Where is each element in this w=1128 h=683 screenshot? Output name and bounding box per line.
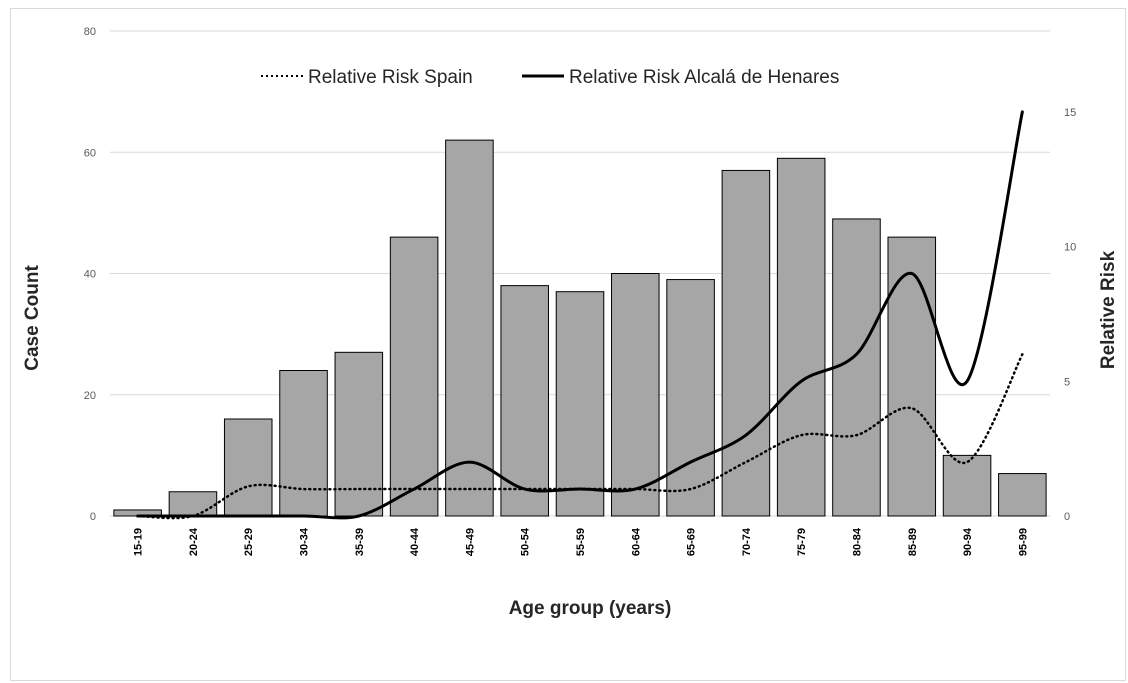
bar-85-89 [887,236,937,517]
y-tick-label: 80 [84,26,96,38]
tick-labels: 0 20 40 60 80 0 5 10 15 15-19 20-24 25-29 30-34 35-39… [84,26,1077,556]
bar-30-34 [279,370,328,517]
x-tick-label: 45-49 [464,528,476,556]
x-tick-label: 70-74 [741,527,753,556]
bar-80-84 [832,218,881,517]
bar-95-99 [998,473,1047,517]
y-tick-label: 60 [84,147,96,159]
x-tick-label: 90-94 [962,527,974,556]
bar-25-29 [223,418,273,517]
legend: Relative Risk Spain Relative Risk Alcalá… [261,67,839,88]
bar-50-54 [500,285,549,517]
x-tick-label: 25-29 [243,528,255,556]
y2-axis-title: Relative Risk [1098,250,1119,369]
x-tick-label: 85-89 [907,528,919,556]
bar-65-69 [666,279,715,517]
series-line-alcala [136,110,1024,520]
x-tick-label: 40-44 [409,527,421,556]
x-tick-label: 30-34 [299,527,311,556]
x-tick-label: 75-79 [796,528,808,556]
x-tick-label: 60-64 [630,527,642,556]
bar-35-39 [334,351,384,517]
y-tick-label: 40 [84,269,96,281]
lines [136,110,1024,520]
y-tick-label: 0 [90,511,96,523]
bar-45-49 [445,139,494,517]
x-tick-label: 35-39 [354,528,366,556]
legend-label-spain: Relative Risk Spain [308,67,473,88]
x-tick-label: 80-84 [851,527,863,556]
x-axis-title: Age group (years) [509,598,672,619]
x-tick-label: 65-69 [686,528,698,556]
chart-frame [10,8,1126,681]
x-tick-label: 55-59 [575,528,587,556]
legend-label-alcala: Relative Risk Alcalá de Henares [569,67,839,88]
y2-tick-label: 10 [1064,242,1076,254]
bars [113,139,1047,517]
x-tick-label: 15-19 [133,528,145,556]
y-tick-label: 20 [84,390,96,402]
x-tick-label: 20-24 [188,527,200,556]
x-tick-label: 95-99 [1017,528,1029,556]
bar-70-74 [721,169,771,517]
y2-tick-label: 15 [1064,107,1076,119]
bar-55-59 [555,291,605,517]
y2-tick-label: 5 [1064,376,1070,388]
bar-20-24 [168,491,218,517]
bar-60-64 [611,273,660,517]
bar-75-79 [776,157,826,517]
y2-tick-label: 0 [1064,511,1070,523]
x-tick-label: 50-54 [520,527,532,556]
bar-40-44 [389,236,439,517]
y-axis-title: Case Count [22,265,43,371]
bar-90-94 [942,454,992,517]
